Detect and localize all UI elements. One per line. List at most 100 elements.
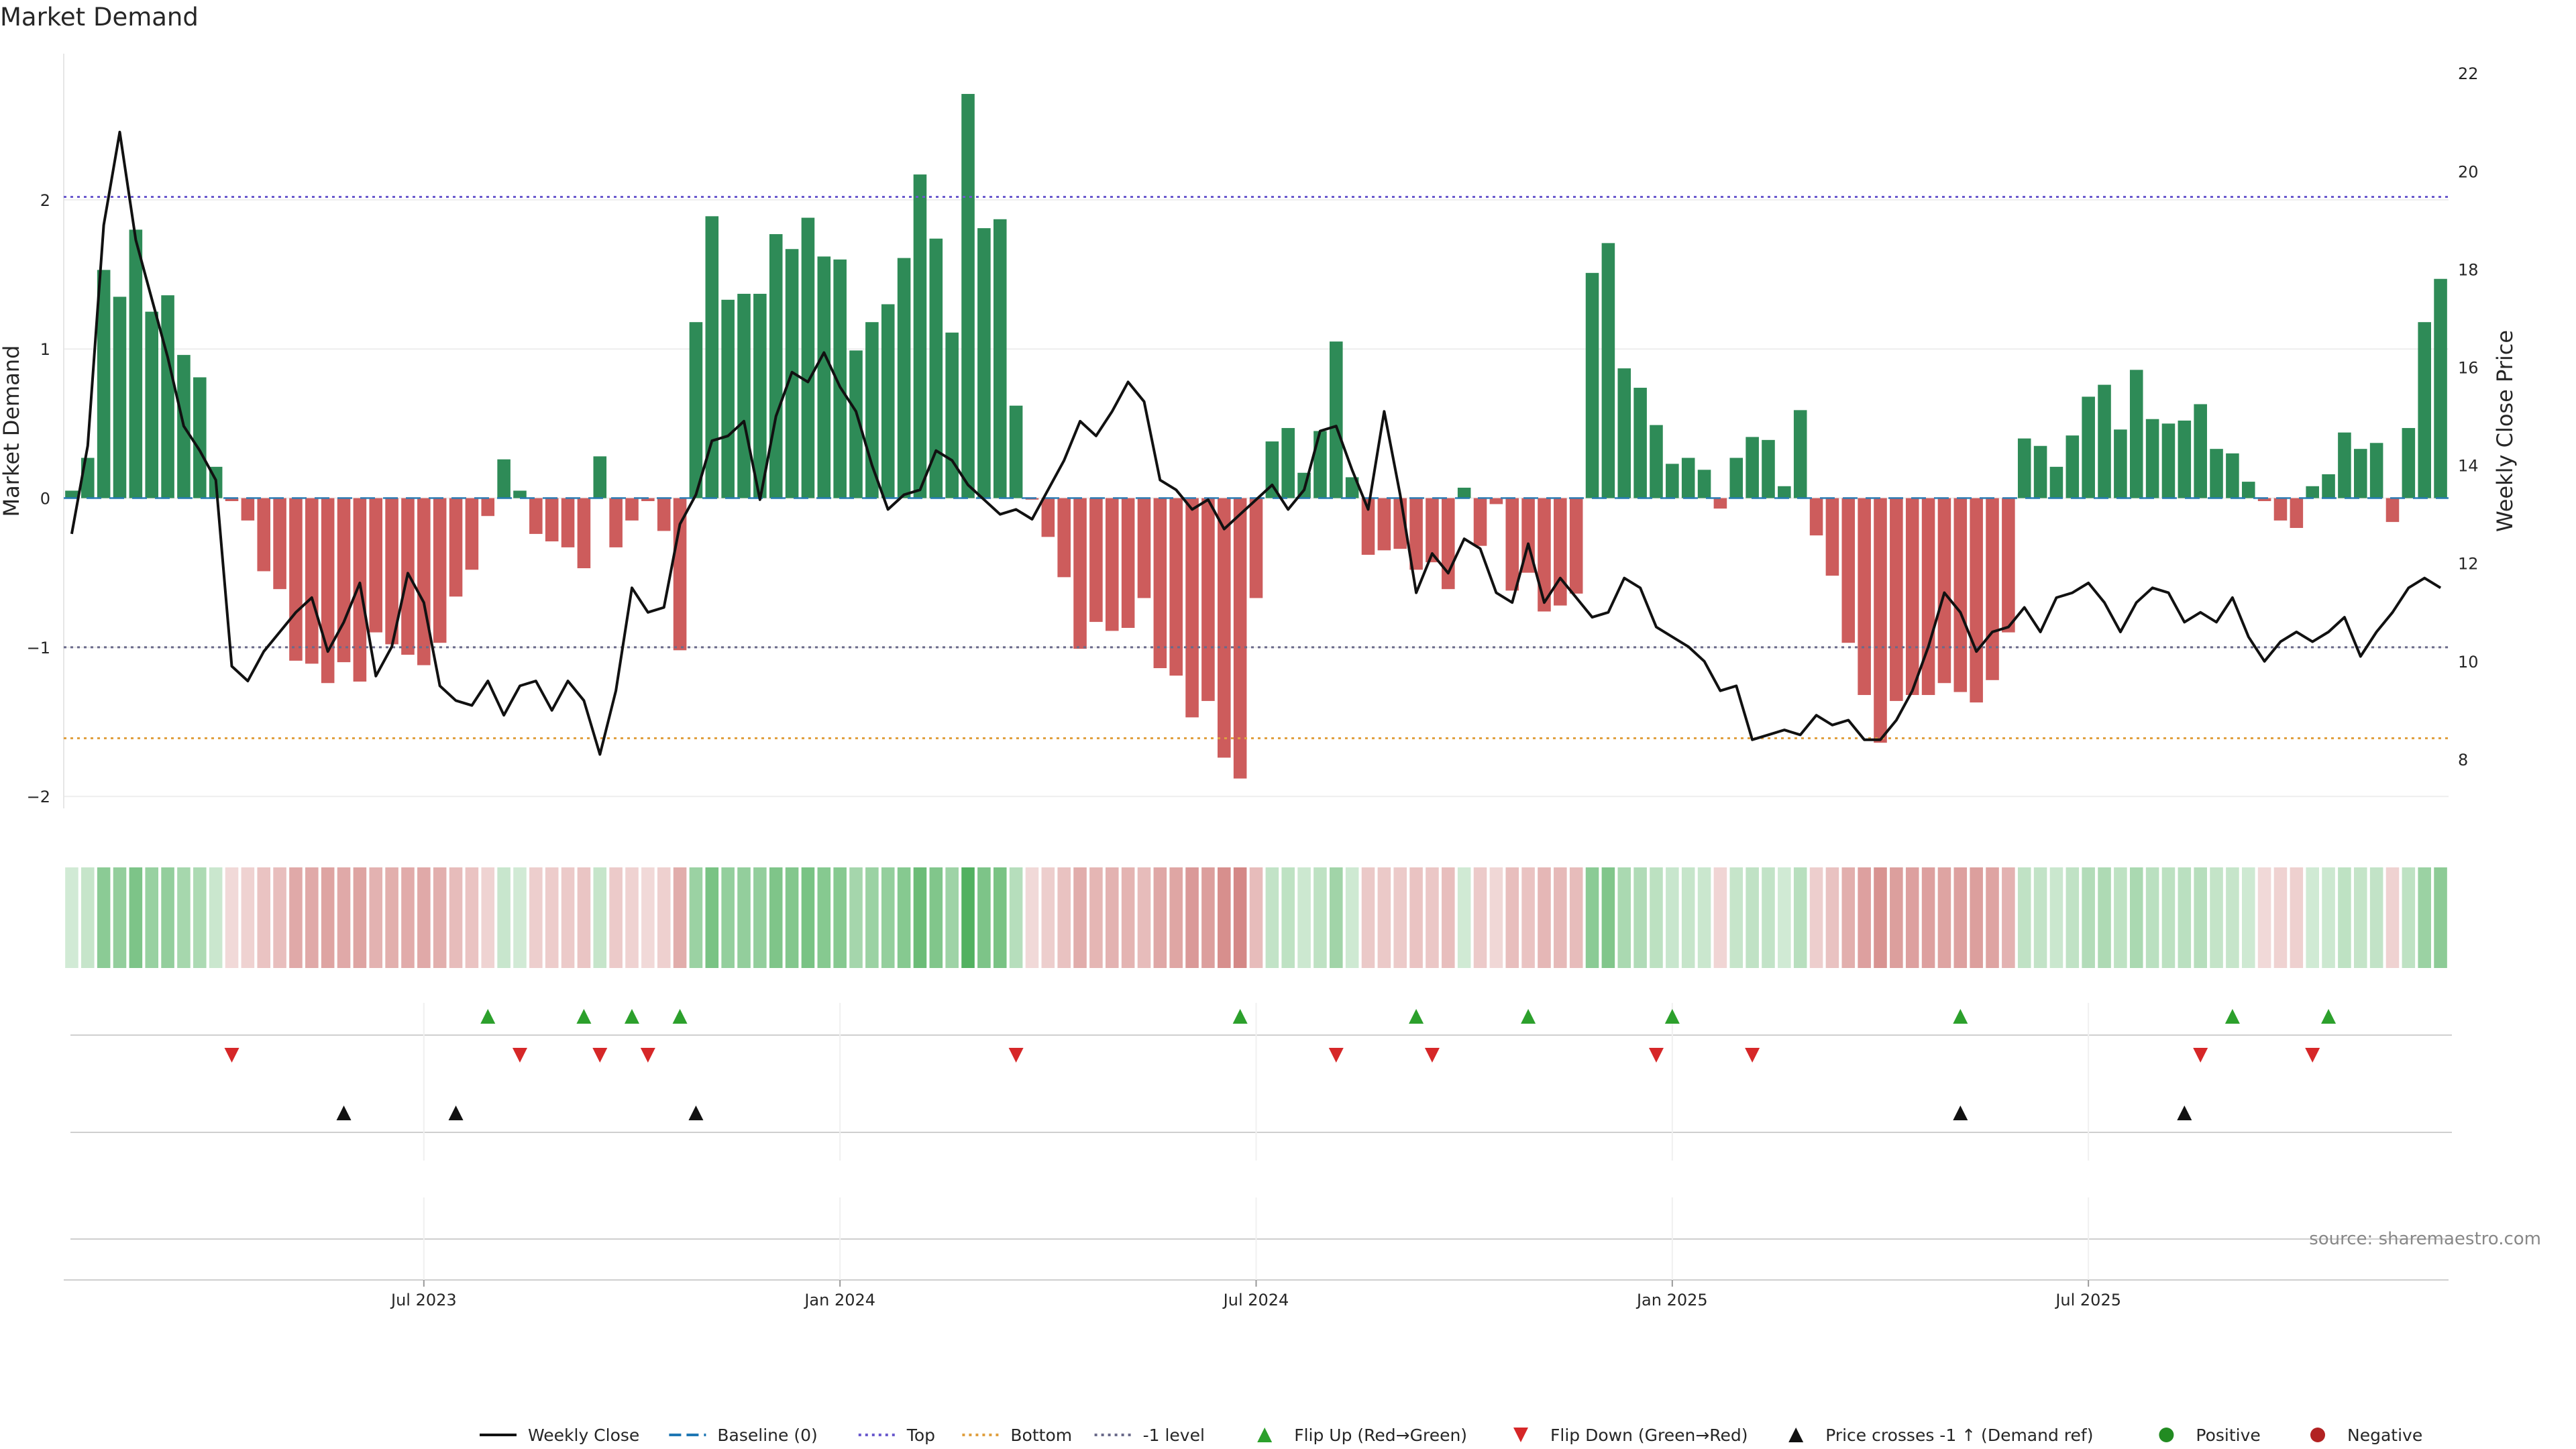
demand-bar — [1281, 428, 1295, 498]
heat-cell — [1073, 867, 1087, 968]
legend-swatch — [1513, 1428, 1528, 1442]
legend-label: Price crosses -1 ↑ (Demand ref) — [1825, 1426, 2093, 1445]
heat-cell — [1890, 867, 1903, 968]
heat-cell — [1666, 867, 1679, 968]
x-axis: Jul 2023 Jan 2024 Jul 2024 Jan 2025 Jul 2025 — [390, 1280, 2121, 1309]
flip-up-marker — [576, 1009, 592, 1024]
heat-cell — [193, 867, 207, 968]
demand-bar — [1858, 498, 1871, 696]
heat-cell — [1809, 867, 1823, 968]
demand-bar — [897, 258, 911, 498]
heat-cell — [305, 867, 319, 968]
demand-bar — [1697, 470, 1711, 498]
demand-bar — [1442, 498, 1455, 590]
heat-cell — [481, 867, 495, 968]
demand-bar — [257, 498, 271, 572]
demand-bar — [993, 219, 1007, 498]
demand-bar — [2210, 449, 2223, 498]
heat-cell — [2418, 867, 2431, 968]
heat-cell — [1330, 867, 1343, 968]
demand-bar — [2402, 428, 2416, 498]
demand-bar — [2178, 420, 2192, 498]
demand-bar — [1890, 498, 1903, 701]
demand-bar — [1650, 425, 1663, 498]
heat-cell — [1617, 867, 1631, 968]
demand-bar — [1009, 405, 1023, 498]
demand-bar — [1505, 498, 1519, 591]
y-tick-label: −2 — [27, 788, 50, 806]
flip-down-marker — [512, 1048, 527, 1063]
flip-up-marker — [2224, 1009, 2240, 1024]
demand-bar — [1489, 498, 1503, 504]
demand-bar — [1778, 486, 1791, 498]
heat-cell — [1105, 867, 1119, 968]
heat-cell — [2082, 867, 2095, 968]
demand-bar — [1601, 243, 1615, 498]
demand-bar — [737, 293, 751, 498]
heat-cell — [2033, 867, 2047, 968]
heat-cell — [417, 867, 431, 968]
heat-cell — [353, 867, 367, 968]
demand-bar — [2257, 498, 2271, 501]
demand-bar — [817, 256, 831, 498]
heat-cell — [1650, 867, 1663, 968]
legend-swatch — [1788, 1428, 1804, 1442]
x-tick-label: Jan 2024 — [803, 1291, 875, 1309]
heat-cell — [369, 867, 383, 968]
demand-bar — [241, 498, 255, 521]
heat-cell — [1729, 867, 1743, 968]
demand-bar — [2129, 370, 2143, 498]
legend-label: Positive — [2196, 1426, 2260, 1445]
heat-cell — [2385, 867, 2400, 968]
heat-cell — [1345, 867, 1359, 968]
demand-bar — [977, 228, 991, 498]
demand-bar — [1569, 498, 1583, 594]
heat-cell — [2226, 867, 2239, 968]
x-tick-label: Jul 2024 — [1222, 1291, 1289, 1309]
heat-cell — [449, 867, 463, 968]
demand-bar — [2002, 498, 2015, 633]
demand-bar — [769, 234, 783, 498]
heat-cell — [401, 867, 415, 968]
heat-cell — [1393, 867, 1407, 968]
demand-bar — [2145, 419, 2159, 498]
demand-bar — [273, 498, 286, 590]
heat-cell — [2194, 867, 2207, 968]
heat-cell — [273, 867, 286, 968]
heat-cell — [2434, 867, 2447, 968]
heat-cell — [593, 867, 607, 968]
heat-cell — [1841, 867, 1856, 968]
legend-label: Bottom — [1010, 1426, 1072, 1445]
demand-bar — [625, 498, 639, 521]
demand-bar — [833, 259, 847, 498]
demand-bar — [1361, 498, 1375, 555]
heat-cell — [1233, 867, 1247, 968]
demand-bar — [465, 498, 479, 570]
demand-bar — [1073, 498, 1087, 649]
heat-cell — [1521, 867, 1535, 968]
heat-cell — [545, 867, 559, 968]
demand-bar — [945, 332, 959, 498]
heat-cell — [1697, 867, 1711, 968]
heat-cell — [2306, 867, 2319, 968]
heat-cell — [2369, 867, 2383, 968]
demand-bar — [2194, 404, 2207, 498]
heat-cell — [2257, 867, 2271, 968]
demand-bar — [561, 498, 575, 547]
heat-cell — [2338, 867, 2351, 968]
heat-cell — [2322, 867, 2335, 968]
heat-cell — [801, 867, 815, 968]
demand-bar — [1169, 498, 1183, 676]
demand-bar — [1762, 439, 1775, 498]
demand-bar — [577, 498, 591, 569]
demand-bar — [2290, 498, 2304, 529]
heat-cell — [1153, 867, 1167, 968]
flip-down-marker — [640, 1048, 655, 1063]
heat-cell — [561, 867, 575, 968]
heat-cell — [881, 867, 895, 968]
heat-cell — [2402, 867, 2416, 968]
flip-up-marker — [1232, 1009, 1248, 1024]
demand-bar — [849, 350, 863, 498]
demand-bar — [1538, 498, 1551, 612]
heat-cell — [2178, 867, 2192, 968]
